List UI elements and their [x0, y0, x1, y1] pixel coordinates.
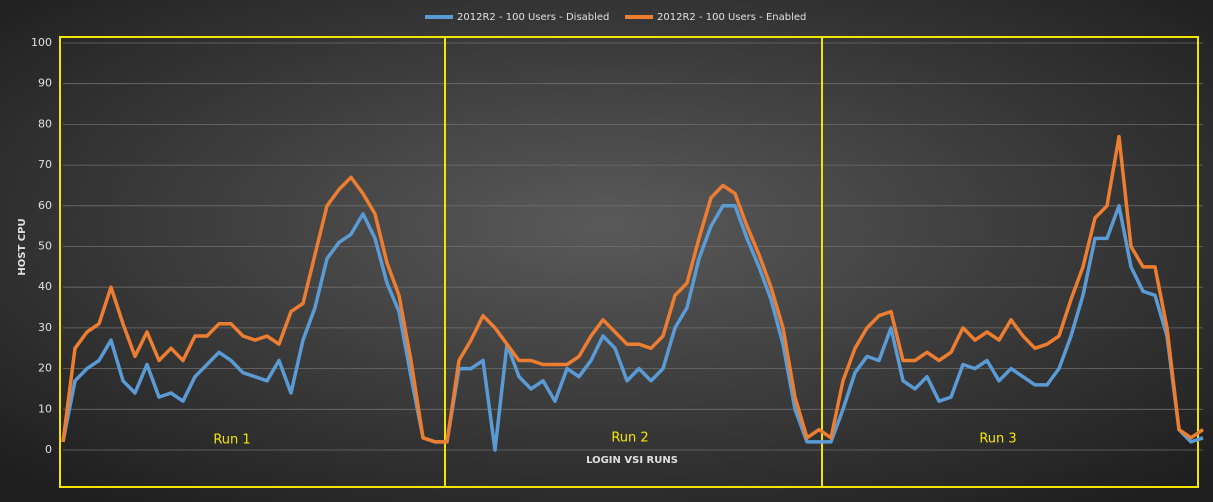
- legend-label: 2012R2 - 100 Users - Enabled: [657, 12, 806, 23]
- y-tick-label: 80: [38, 117, 52, 130]
- y-tick-label: 40: [38, 280, 52, 293]
- y-tick-label: 20: [38, 362, 52, 375]
- y-tick-label: 60: [38, 199, 52, 212]
- x-axis-title: LOGIN VSI RUNS: [586, 455, 678, 466]
- y-tick-label: 70: [38, 158, 52, 171]
- run-label: Run 3: [979, 432, 1016, 447]
- y-tick-label: 0: [45, 443, 52, 456]
- y-tick-label: 100: [31, 36, 52, 49]
- run-label: Run 1: [213, 433, 250, 448]
- y-tick-label: 90: [38, 77, 52, 90]
- grid: [63, 42, 1203, 451]
- series-line: [61, 134, 1204, 444]
- run-box: [821, 36, 1199, 488]
- y-tick-label: 30: [38, 321, 52, 334]
- series-line: [61, 204, 1204, 452]
- legend-label: 2012R2 - 100 Users - Disabled: [457, 12, 609, 23]
- run-label: Run 2: [611, 431, 648, 446]
- y-axis-title: HOST CPU: [17, 218, 28, 275]
- y-tick-label: 50: [38, 240, 52, 253]
- y-tick-label: 10: [38, 402, 52, 415]
